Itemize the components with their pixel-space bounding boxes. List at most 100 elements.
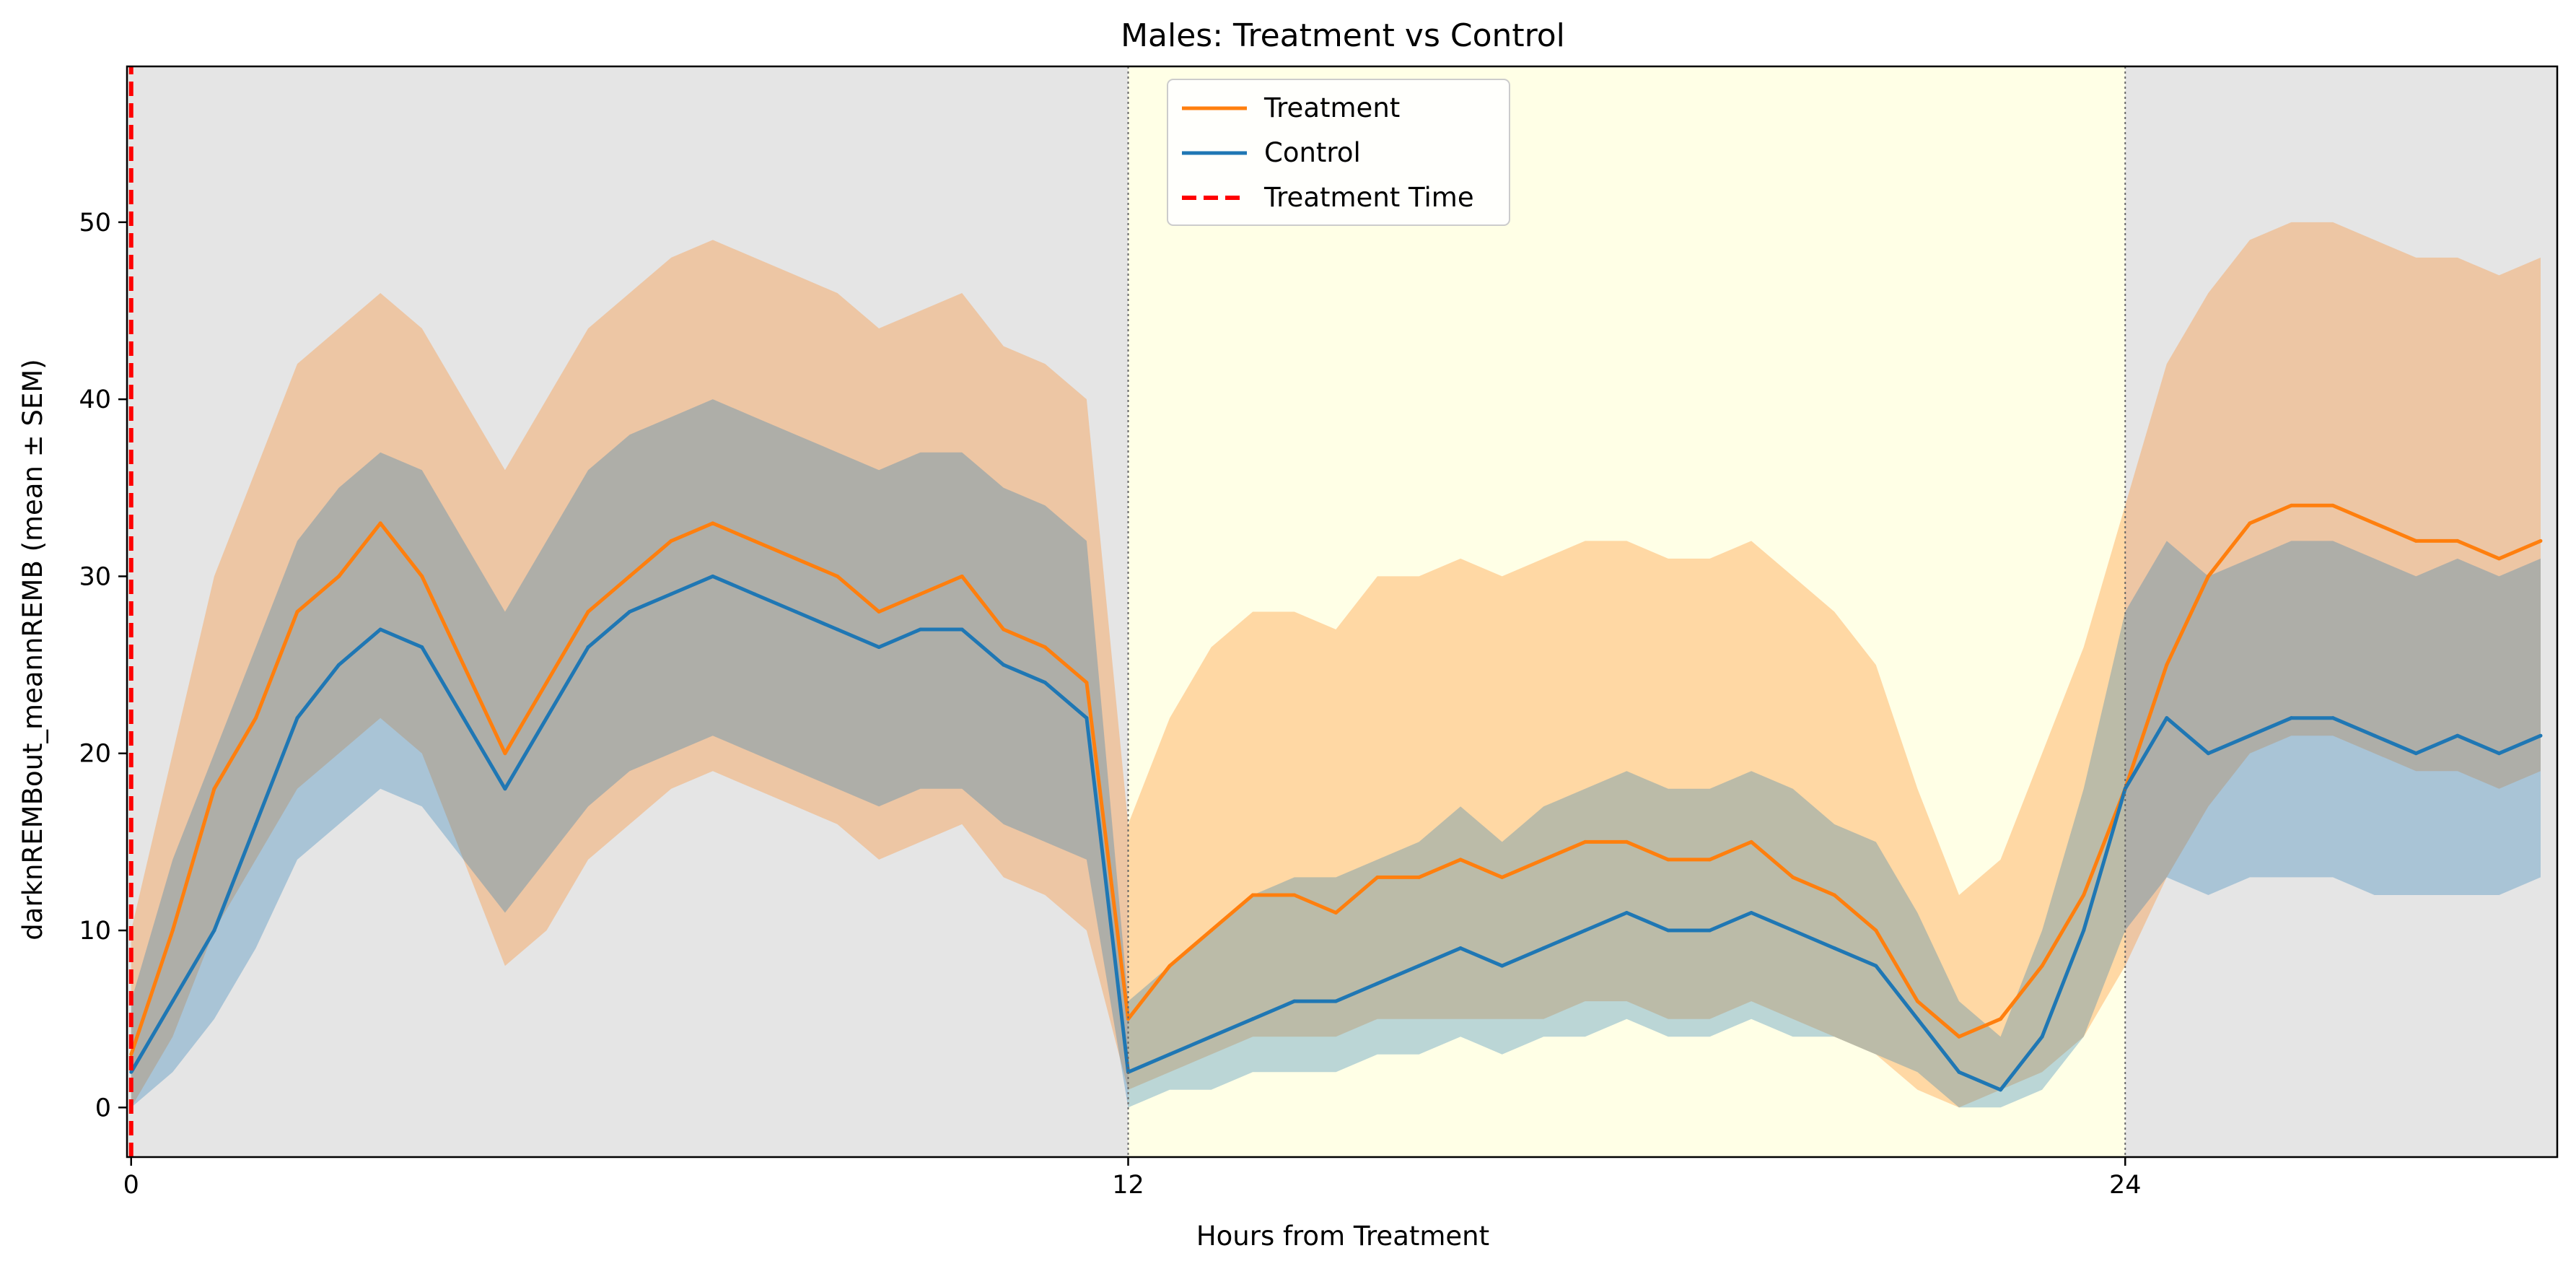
y-tick-label: 30	[79, 562, 111, 591]
data-point-control	[1500, 964, 1504, 968]
data-point-control	[1209, 1034, 1214, 1039]
data-point-treatment	[1791, 875, 1795, 879]
legend: Treatment Control Treatment Time	[1167, 79, 1510, 226]
data-point-treatment	[295, 610, 299, 614]
data-point-treatment	[2373, 521, 2377, 525]
data-point-control	[2248, 733, 2252, 738]
data-point-treatment	[2290, 503, 2294, 507]
y-tick-label: 20	[79, 740, 111, 769]
data-point-control	[835, 627, 839, 632]
background-bands	[127, 66, 2557, 1157]
data-point-control	[2538, 733, 2543, 738]
data-point-control	[129, 1070, 133, 1074]
data-point-treatment	[2040, 964, 2044, 968]
data-point-treatment	[1708, 858, 1712, 862]
data-point-treatment	[1624, 839, 1629, 844]
data-point-control	[2123, 787, 2127, 791]
data-point-treatment	[1832, 893, 1836, 897]
data-point-control	[337, 663, 341, 667]
data-point-treatment	[2082, 893, 2086, 897]
data-point-control	[1791, 928, 1795, 933]
data-point-control	[919, 627, 923, 632]
data-point-control	[170, 999, 175, 1003]
data-point-control	[295, 716, 299, 720]
phase-band-light-1	[1128, 66, 2126, 1157]
chart-title: Males: Treatment vs Control	[1121, 17, 1565, 54]
data-point-treatment	[1583, 839, 1587, 844]
data-point-control	[2165, 716, 2169, 720]
data-point-treatment	[752, 538, 756, 543]
data-point-treatment	[1500, 875, 1504, 879]
data-point-control	[1333, 999, 1338, 1003]
data-point-control	[1417, 964, 1421, 968]
data-point-control	[628, 610, 632, 614]
data-point-control	[1541, 946, 1546, 951]
data-point-treatment	[2538, 538, 2543, 543]
data-point-control	[1002, 663, 1006, 667]
data-point-treatment	[586, 610, 590, 614]
x-tick-label: 24	[2109, 1171, 2142, 1200]
data-point-treatment	[2497, 557, 2501, 561]
sem-bands	[131, 222, 2541, 1108]
plot-frame	[126, 65, 2559, 1159]
data-point-treatment	[461, 663, 465, 667]
data-point-treatment	[1002, 627, 1006, 632]
data-point-control	[1250, 1017, 1255, 1021]
data-point-treatment	[1915, 999, 1919, 1003]
legend-label-treatment: Treatment	[1263, 92, 1400, 123]
data-point-treatment	[1333, 910, 1338, 915]
data-point-treatment	[1250, 893, 1255, 897]
data-point-control	[711, 574, 715, 578]
data-point-treatment	[835, 574, 839, 578]
x-axis-ticks: 0 12 24	[123, 1157, 2142, 1200]
data-point-control	[1375, 982, 1380, 986]
data-point-treatment	[877, 610, 881, 614]
data-point-treatment	[1957, 1034, 1961, 1039]
data-point-control	[1043, 681, 1047, 685]
data-point-control	[1624, 910, 1629, 915]
data-point-treatment	[1043, 645, 1047, 650]
data-point-treatment	[1874, 928, 1878, 933]
data-point-treatment	[1209, 928, 1214, 933]
phase-band-dark-2	[2125, 66, 2557, 1157]
data-point-control	[2414, 751, 2418, 756]
data-point-treatment	[1375, 875, 1380, 879]
x-tick-label: 12	[1112, 1171, 1144, 1200]
data-point-control	[1583, 928, 1587, 933]
data-point-control	[503, 787, 507, 791]
data-point-control	[1167, 1052, 1172, 1057]
data-point-control	[1915, 1017, 1919, 1021]
data-point-control	[253, 822, 258, 826]
data-point-treatment	[2331, 503, 2335, 507]
data-point-control	[960, 627, 964, 632]
data-point-treatment	[2248, 521, 2252, 525]
data-point-control	[752, 592, 756, 596]
data-point-control	[2331, 716, 2335, 720]
legend-label-treatment-time: Treatment Time	[1263, 182, 1474, 213]
data-point-control	[877, 645, 881, 650]
data-point-treatment	[2455, 538, 2460, 543]
data-point-treatment	[212, 787, 216, 791]
data-point-treatment	[2206, 574, 2210, 578]
data-point-control	[669, 592, 673, 596]
series-lines	[128, 66, 2543, 1157]
data-point-treatment	[129, 1052, 133, 1057]
data-point-control	[1666, 928, 1670, 933]
data-point-control	[1292, 999, 1297, 1003]
data-point-treatment	[794, 557, 798, 561]
y-tick-label: 0	[95, 1094, 111, 1122]
data-point-treatment	[1999, 1017, 2003, 1021]
data-point-treatment	[1292, 893, 1297, 897]
data-point-control	[2497, 751, 2501, 756]
legend-box	[1167, 79, 1510, 226]
data-point-control	[586, 645, 590, 650]
data-point-control	[2082, 928, 2086, 933]
data-point-control	[544, 716, 548, 720]
data-point-treatment	[711, 521, 715, 525]
x-axis-label: Hours from Treatment	[1196, 1221, 1489, 1252]
data-point-control	[1999, 1088, 2003, 1092]
data-point-control	[212, 928, 216, 933]
data-point-treatment	[1126, 1017, 1131, 1021]
y-tick-label: 10	[79, 917, 111, 946]
